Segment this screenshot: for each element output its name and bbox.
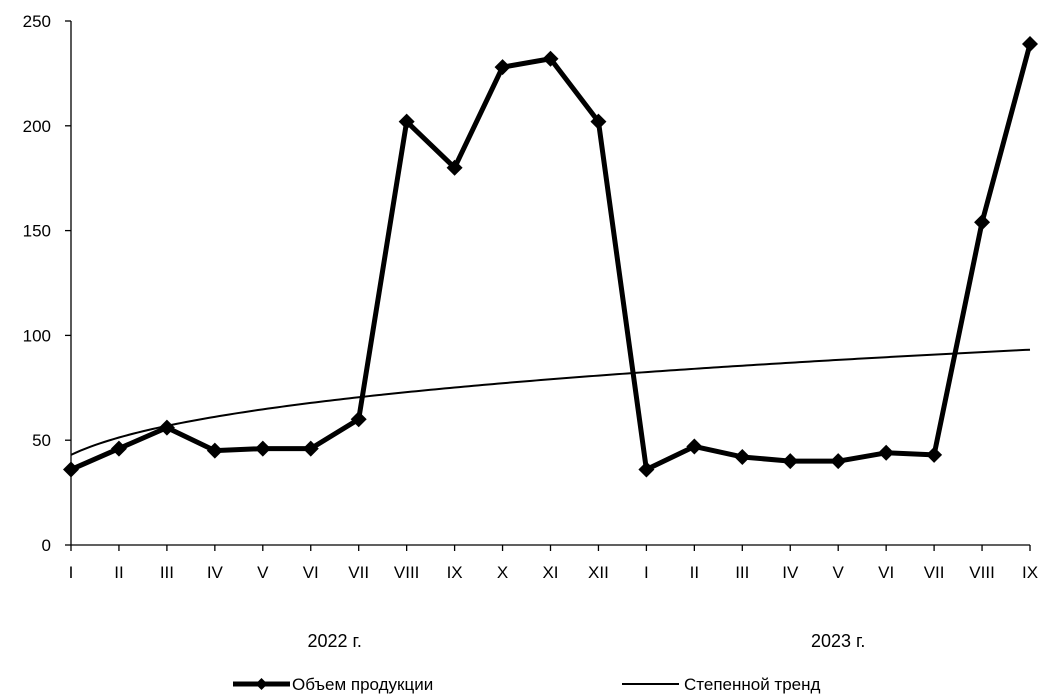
y-tick-label: 100 [23,326,51,345]
data-point-marker [302,440,319,457]
x-tick-label: IV [207,563,224,582]
data-point-marker [638,461,655,478]
data-point-marker [350,411,367,428]
data-point-marker [830,453,847,470]
data-point-marker [254,440,271,457]
x-tick-label: I [69,563,74,582]
x-tick-label: I [644,563,649,582]
legend: Объем продукции Степенной тренд [233,675,821,694]
legend-production-label: Объем продукции [292,675,433,694]
x-tick-label: II [690,563,699,582]
legend-item-trend: Степенной тренд [622,675,821,694]
y-tick-label: 50 [32,431,51,450]
data-point-marker [446,159,463,176]
x-tick-label: VII [348,563,369,582]
y-tick-label: 150 [23,222,51,241]
x-tick-label: VI [878,563,894,582]
x-tick-label: V [833,563,845,582]
x-tick-label: IX [1022,563,1038,582]
x-tick-label: XII [588,563,609,582]
x-tick-label: X [497,563,508,582]
data-point-marker [542,50,559,67]
year-group-label: 2022 г. [308,631,362,651]
data-point-marker [734,448,751,465]
x-tick-label: VIII [394,563,420,582]
legend-item-production: Объем продукции [233,675,433,694]
data-point-marker [926,446,943,463]
data-point-marker [63,461,79,478]
x-tick-label: III [160,563,174,582]
data-point-marker [782,453,799,470]
data-point-marker [494,59,511,76]
data-point-marker [110,440,127,457]
data-point-marker [590,113,607,130]
y-tick-label: 0 [42,536,51,555]
y-tick-label: 200 [23,117,51,136]
x-tick-label: VIII [969,563,995,582]
y-axis: 0 50 100 150 200 250 [23,12,72,555]
y-tick-label: 250 [23,12,51,31]
data-point-marker [686,438,703,455]
x-tick-label: V [257,563,269,582]
x-tick-label: XI [542,563,558,582]
trend-series [70,348,1031,456]
production-line [69,43,1033,473]
data-point-marker [1022,36,1038,53]
legend-trend-label: Степенной тренд [684,675,821,694]
production-volume-series [63,36,1038,478]
x-tick-label: IX [447,563,463,582]
year-group-label: 2023 г. [811,631,865,651]
x-axis: I II III IV V VI VII VIII IX X XI XII I II III IV V VI VII… [69,544,1038,582]
x-tick-label: VII [924,563,945,582]
x-tick-label: VI [303,563,319,582]
legend-production-marker [255,678,268,690]
year-group-labels: 2022 г. 2023 г. [308,631,866,651]
trend-line [70,348,1031,456]
data-point-marker [206,442,223,459]
data-point-marker [398,113,415,130]
data-point-marker [158,419,175,436]
x-tick-label: II [114,563,123,582]
data-point-marker [878,444,895,461]
x-tick-label: III [735,563,749,582]
data-point-marker [974,214,991,231]
x-tick-label: IV [782,563,799,582]
